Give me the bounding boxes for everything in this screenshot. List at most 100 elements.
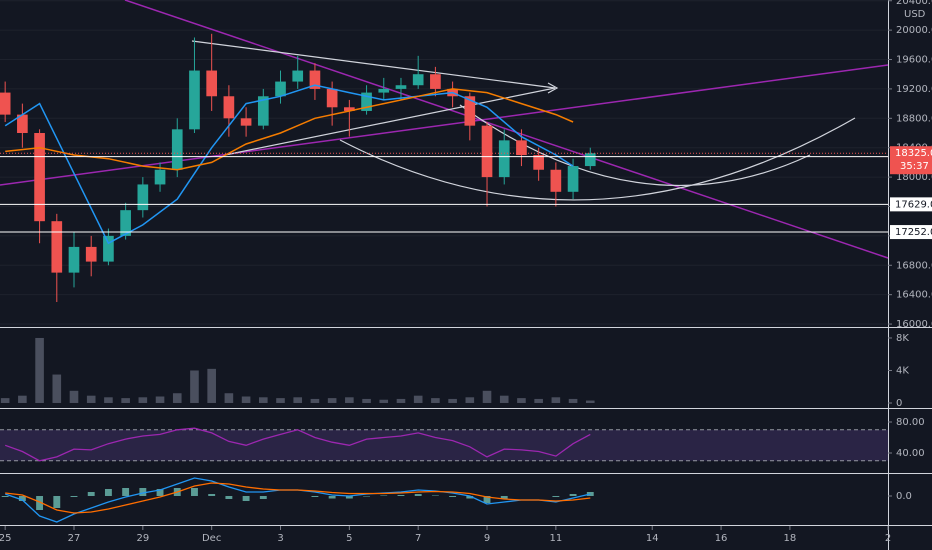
macd-line	[5, 482, 591, 514]
candle-body	[120, 210, 131, 236]
volume-bar	[224, 393, 234, 403]
candle-body	[395, 85, 407, 89]
macd-histogram-bar	[569, 494, 577, 496]
y-tick-label: 0	[896, 398, 902, 409]
candle-body	[567, 166, 579, 192]
x-tick-label: 14	[646, 533, 659, 544]
macd-histogram-bar	[380, 495, 388, 496]
price-tag	[890, 197, 932, 212]
macd-histogram-bar	[36, 496, 44, 510]
candle-body	[257, 96, 269, 126]
macd-histogram-bar	[259, 496, 267, 499]
volume-bar	[190, 370, 199, 403]
x-tick-label: 11	[549, 533, 562, 544]
macd-histogram-bar	[87, 492, 95, 496]
candle-body	[189, 70, 200, 130]
candle-body	[464, 96, 476, 126]
macd-histogram-bar	[139, 488, 147, 496]
candle-body	[34, 133, 45, 222]
candle-body	[481, 125, 493, 178]
macd-histogram-bar	[500, 496, 508, 499]
volume-bar	[551, 397, 561, 403]
macd-histogram-bar	[70, 496, 78, 497]
volume-bar	[293, 397, 303, 403]
candle-body	[17, 114, 28, 134]
trendline	[124, 0, 889, 259]
y-tick-label: 4K	[896, 365, 909, 376]
volume-bar	[52, 374, 62, 403]
candle-body	[154, 169, 166, 185]
x-tick-label: 9	[484, 533, 490, 544]
volume-bar	[413, 395, 423, 403]
drawings	[0, 0, 889, 259]
candle-body	[326, 88, 338, 108]
rsi-band	[0, 429, 888, 461]
volume-bar	[327, 398, 337, 403]
rsi-line	[4, 427, 591, 462]
candle-body	[412, 74, 424, 86]
candle-body	[550, 169, 562, 192]
candle-body	[430, 74, 441, 89]
x-tick-label: 3	[277, 533, 283, 544]
y-tick-label: 19200.0	[896, 84, 932, 95]
volume-bar	[568, 398, 578, 403]
volume-bar	[517, 398, 526, 403]
volume-bar	[155, 396, 165, 403]
macd-histogram-bar	[397, 495, 405, 496]
arc	[339, 117, 856, 201]
x-tick-label: 16	[715, 533, 728, 544]
y-tick-label: 80.00	[896, 417, 925, 428]
candle-body	[584, 153, 596, 167]
candle-body	[378, 88, 390, 93]
x-tick-label: 27	[68, 533, 81, 544]
candle-body	[516, 140, 527, 156]
volume-bar	[448, 398, 457, 403]
arrow-head	[547, 82, 559, 94]
macd-histogram-bar	[191, 488, 198, 496]
volume-bar	[259, 397, 268, 403]
y-tick-label: 8K	[896, 333, 909, 344]
macd-histogram-bar	[1, 496, 9, 497]
macd-histogram-bar	[18, 496, 26, 501]
volume-bar	[69, 390, 79, 403]
volume-bar	[0, 398, 10, 403]
candle-body	[275, 81, 286, 97]
candle-body	[240, 118, 252, 126]
y-tick-label: 0.0	[896, 491, 912, 502]
macd-histogram-bar	[345, 496, 353, 499]
candle-body	[85, 246, 97, 262]
candle-body	[68, 246, 80, 273]
candle-body	[223, 96, 235, 119]
macd-histogram-bar	[104, 489, 112, 496]
macd-histogram-bar	[208, 494, 216, 496]
candle-body	[206, 70, 218, 97]
arc	[459, 104, 811, 186]
y-tick-label: 20000.0	[896, 25, 932, 36]
macd-histogram-bar	[328, 496, 336, 499]
candle-body	[0, 92, 11, 115]
volume-bar	[35, 337, 44, 403]
macd-histogram-bar	[449, 496, 457, 497]
x-tick-label: 25	[0, 533, 12, 544]
volume-bar	[362, 398, 371, 403]
macd-histogram-bar	[122, 488, 130, 496]
volume-bar	[172, 393, 182, 403]
volume-bar	[86, 395, 96, 403]
volume-bar	[534, 398, 543, 403]
macd-histogram-bar	[242, 496, 250, 501]
x-tick-label: 18	[784, 533, 797, 544]
macd-histogram-bar	[225, 496, 233, 499]
price-tag-label: 17252.0	[895, 227, 932, 238]
candle-body	[103, 235, 114, 262]
volume-bar	[585, 400, 595, 403]
y-tick-label: 18000.0	[896, 172, 932, 183]
trendline	[224, 87, 556, 156]
macd-histogram-bar	[466, 496, 474, 499]
volume-bar	[345, 397, 354, 403]
macd-histogram-bar	[414, 494, 422, 496]
trendline	[0, 64, 889, 186]
candle-body	[533, 155, 544, 170]
